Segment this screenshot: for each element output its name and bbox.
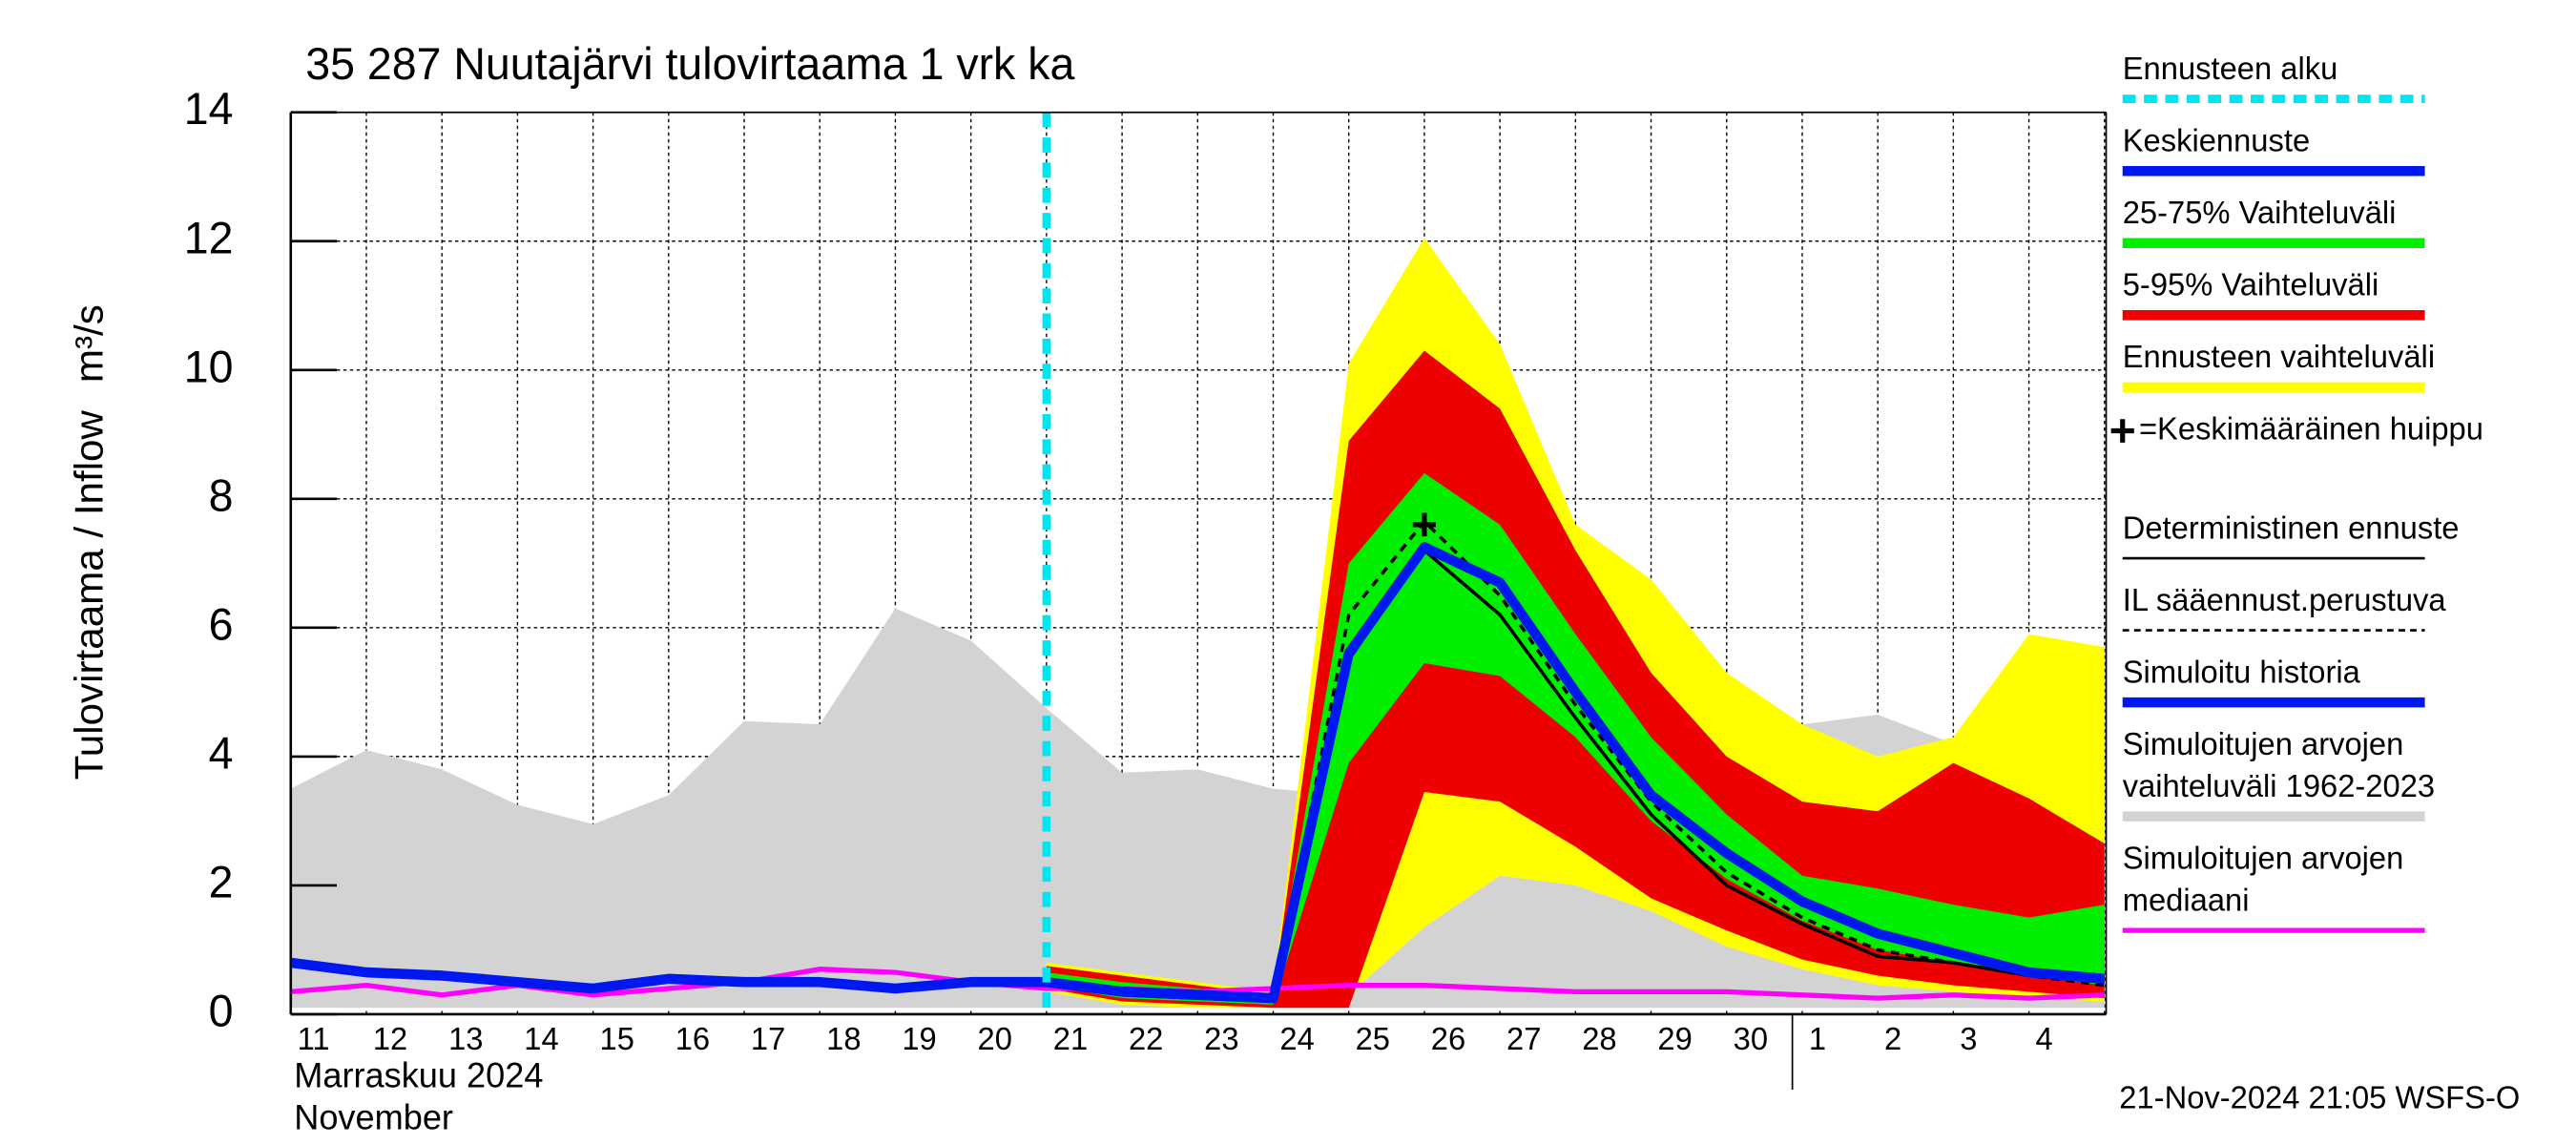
- x-tick-label: 23: [1204, 1022, 1238, 1057]
- x-tick-label: 27: [1506, 1022, 1541, 1057]
- x-tick-label: 26: [1431, 1022, 1465, 1057]
- x-tick-label: 17: [751, 1022, 785, 1057]
- x-axis-label: November: [294, 1097, 453, 1136]
- x-tick-label: 13: [448, 1022, 483, 1057]
- x-tick-label: 22: [1129, 1022, 1163, 1057]
- x-tick-label: 25: [1356, 1022, 1390, 1057]
- y-tick-label: 14: [184, 83, 234, 135]
- series-line: [1046, 519, 2106, 1004]
- x-axis-label: Marraskuu 2024: [294, 1055, 543, 1094]
- x-tick-label: 1: [1809, 1022, 1826, 1057]
- x-tick-label: 14: [524, 1022, 558, 1057]
- series-line: [1046, 542, 2106, 1004]
- legend-label: Keskiennuste: [2123, 123, 2310, 158]
- y-tick-label: 4: [209, 727, 234, 779]
- y-tick-label: 12: [184, 212, 234, 263]
- x-tick-label: 20: [978, 1022, 1012, 1057]
- x-tick-label: 11: [298, 1022, 330, 1057]
- x-tick-label: 29: [1657, 1022, 1692, 1057]
- x-tick-label: 30: [1734, 1022, 1768, 1057]
- footer: 21-Nov-2024 21:05 WSFS-O: [2119, 1080, 2520, 1115]
- x-tick-label: 4: [2035, 1022, 2052, 1057]
- x-tick-label: 24: [1279, 1022, 1314, 1057]
- legend-label: Ennusteen alku: [2123, 51, 2338, 86]
- legend-label: Simuloitujen arvojen vaihteluväli 1962-20…: [2123, 726, 2435, 803]
- y-tick-label: 6: [209, 598, 234, 650]
- legend-marker: [2110, 419, 2134, 443]
- legend-label: IL sääennust.perustuva: [2123, 582, 2446, 617]
- y-axis-label: Tulovirtaama / Inflow: [67, 409, 112, 780]
- legend-label: 5-95% Vaihteluväli: [2123, 267, 2379, 302]
- x-tick-label: 3: [1960, 1022, 1977, 1057]
- legend-label: =Keskimääräinen huippu: [2139, 411, 2483, 447]
- x-tick-label: 15: [600, 1022, 634, 1057]
- legend-label: Simuloitujen arvojen mediaani: [2123, 841, 2404, 918]
- x-tick-label: 28: [1582, 1022, 1616, 1057]
- series-line: [290, 957, 1047, 994]
- x-tick-label: 12: [373, 1022, 407, 1057]
- y-tick-label: 8: [209, 469, 234, 521]
- y-axis-unit: m³/s: [67, 304, 112, 383]
- x-tick-label: 18: [826, 1022, 861, 1057]
- legend-label: 25-75% Vaihteluväli: [2123, 195, 2397, 230]
- legend-label: Deterministinen ennuste: [2123, 510, 2460, 546]
- chart-title: 35 287 Nuutajärvi tulovirtaama 1 vrk ka: [305, 37, 1075, 89]
- x-tick-label: 21: [1053, 1022, 1088, 1057]
- peak-marker: [1412, 512, 1436, 537]
- x-tick-label: 16: [675, 1022, 710, 1057]
- plot-area: 11 12 13 14 15 16 17 18 19 20 21 22 23 24 25 26 27 28 29 30…: [290, 112, 2107, 1057]
- x-tick-label: 2: [1884, 1022, 1901, 1057]
- y-tick-label: 10: [184, 341, 234, 392]
- y-tick-label: 2: [209, 856, 234, 907]
- band-area: [1046, 472, 2105, 1005]
- y-tick-label: 0: [209, 985, 234, 1036]
- legend-label: Ennusteen vaihteluväli: [2123, 340, 2435, 375]
- legend-label: Simuloitu historia: [2123, 655, 2361, 690]
- x-tick-label: 19: [902, 1022, 936, 1057]
